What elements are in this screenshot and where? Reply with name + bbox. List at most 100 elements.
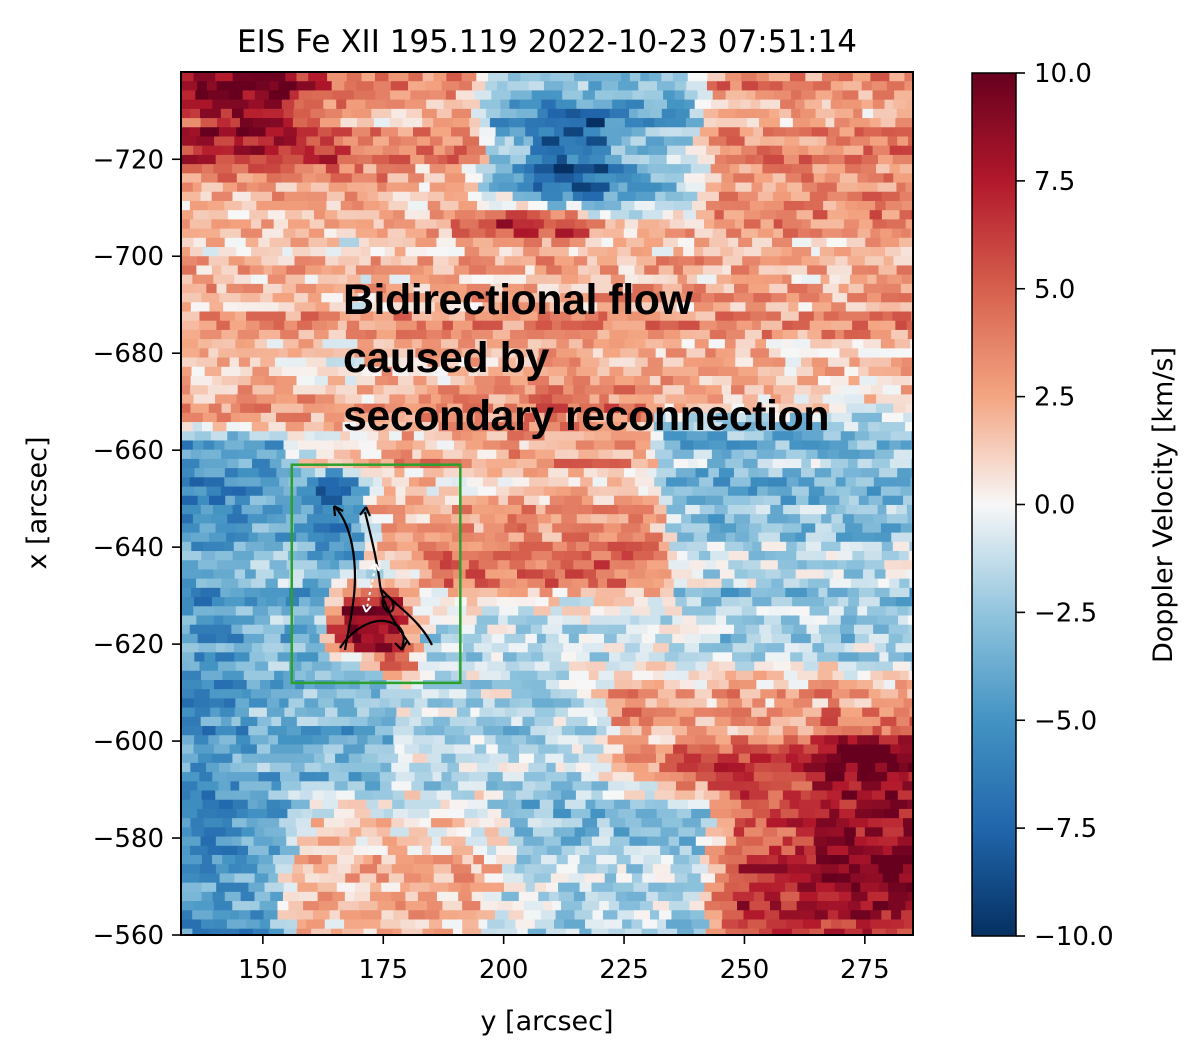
heatmap-cell xyxy=(745,818,757,828)
heatmap-cell xyxy=(693,707,714,718)
heatmap-cell xyxy=(516,855,532,865)
heatmap-cell xyxy=(673,578,688,589)
heatmap-cell xyxy=(280,633,292,644)
heatmap-cell xyxy=(309,799,323,810)
heatmap-cell xyxy=(552,901,562,911)
heatmap-cell xyxy=(402,403,421,414)
heatmap-cell xyxy=(467,799,489,810)
heatmap-cell xyxy=(334,394,346,405)
heatmap-cell xyxy=(310,108,326,119)
heatmap-cell xyxy=(568,339,584,349)
heatmap-cell xyxy=(492,504,506,515)
heatmap-cell xyxy=(561,274,579,285)
heatmap-cell xyxy=(589,154,606,165)
heatmap-cell xyxy=(301,504,315,515)
heatmap-cell xyxy=(486,744,499,755)
heatmap-cell xyxy=(612,99,627,110)
heatmap-cell xyxy=(257,799,268,810)
heatmap-cell xyxy=(849,357,861,368)
heatmap-cell xyxy=(337,154,359,165)
heatmap-cell xyxy=(803,818,817,828)
field-line-left xyxy=(335,507,357,651)
heatmap-cell xyxy=(780,495,797,506)
heatmap-cell xyxy=(900,247,913,257)
heatmap-cell xyxy=(430,127,452,138)
heatmap-cell xyxy=(556,118,570,128)
heatmap-cell xyxy=(516,403,537,414)
heatmap-cell xyxy=(562,606,574,617)
heatmap-cell xyxy=(407,845,423,856)
heatmap-cell xyxy=(508,910,525,921)
heatmap-cell xyxy=(797,726,814,736)
heatmap-cell xyxy=(209,458,228,469)
heatmap-cell xyxy=(507,72,522,82)
heatmap-cell xyxy=(311,928,332,935)
heatmap-cell xyxy=(480,689,491,699)
heatmap-cell xyxy=(775,551,797,561)
heatmap-cell xyxy=(835,504,847,515)
heatmap-cell xyxy=(411,551,425,561)
heatmap-cell xyxy=(537,283,560,294)
heatmap-cell xyxy=(694,790,705,801)
heatmap-cell xyxy=(523,468,538,478)
heatmap-cell xyxy=(404,744,420,755)
heatmap-cell xyxy=(197,781,219,792)
heatmap-cell xyxy=(834,108,854,119)
heatmap-cell xyxy=(324,219,340,230)
heatmap-cell xyxy=(862,569,876,580)
heatmap-cell xyxy=(334,403,355,414)
heatmap-cell xyxy=(429,919,443,930)
heatmap-cell xyxy=(272,836,287,847)
heatmap-cell xyxy=(297,394,316,405)
heatmap-cell xyxy=(395,901,407,911)
y-tick-label: −700 xyxy=(93,242,164,272)
heatmap-cell xyxy=(898,735,913,746)
heatmap-cell xyxy=(344,919,363,930)
heatmap-cell xyxy=(423,431,436,442)
heatmap-cell xyxy=(553,164,575,174)
heatmap-cell xyxy=(687,578,707,589)
heatmap-cell xyxy=(254,873,269,884)
heatmap-cell xyxy=(441,772,453,782)
heatmap-cell xyxy=(226,532,236,543)
heatmap-cell xyxy=(429,164,447,174)
heatmap-cell xyxy=(868,633,890,644)
heatmap-cell xyxy=(337,901,360,911)
heatmap-cell xyxy=(890,431,912,442)
heatmap-cell xyxy=(603,320,613,331)
heatmap-cell xyxy=(754,643,768,653)
heatmap-cell xyxy=(798,808,816,819)
heatmap-cell xyxy=(659,910,673,921)
heatmap-cell xyxy=(360,274,372,285)
heatmap-cell xyxy=(291,735,314,746)
heatmap-cell xyxy=(245,320,261,331)
heatmap-cell xyxy=(625,698,647,709)
heatmap-cell xyxy=(249,154,267,165)
heatmap-cell xyxy=(716,320,738,331)
heatmap-cell xyxy=(181,569,202,580)
heatmap-cell xyxy=(190,818,205,828)
heatmap-cell xyxy=(189,661,201,672)
heatmap-cell xyxy=(772,458,786,469)
heatmap-cell xyxy=(803,762,815,773)
heatmap-cell xyxy=(538,348,557,359)
heatmap-cell xyxy=(874,661,894,672)
heatmap-cell xyxy=(232,504,243,515)
heatmap-cell xyxy=(890,726,901,736)
heatmap-cell xyxy=(250,219,262,230)
heatmap-cell xyxy=(789,744,805,755)
heatmap-cell xyxy=(307,118,321,128)
heatmap-cell xyxy=(203,818,223,828)
heatmap-cell xyxy=(774,873,791,884)
heatmap-cell xyxy=(351,108,372,119)
heatmap-cell xyxy=(189,200,209,211)
heatmap-cell xyxy=(763,127,775,138)
heatmap-cell xyxy=(210,431,228,442)
heatmap-cell xyxy=(757,716,772,727)
heatmap-cell xyxy=(181,910,193,921)
heatmap-cell xyxy=(221,449,239,460)
heatmap-cell xyxy=(844,643,855,653)
heatmap-cell xyxy=(801,458,812,469)
heatmap-cell xyxy=(289,495,303,506)
heatmap-cell xyxy=(705,348,717,359)
